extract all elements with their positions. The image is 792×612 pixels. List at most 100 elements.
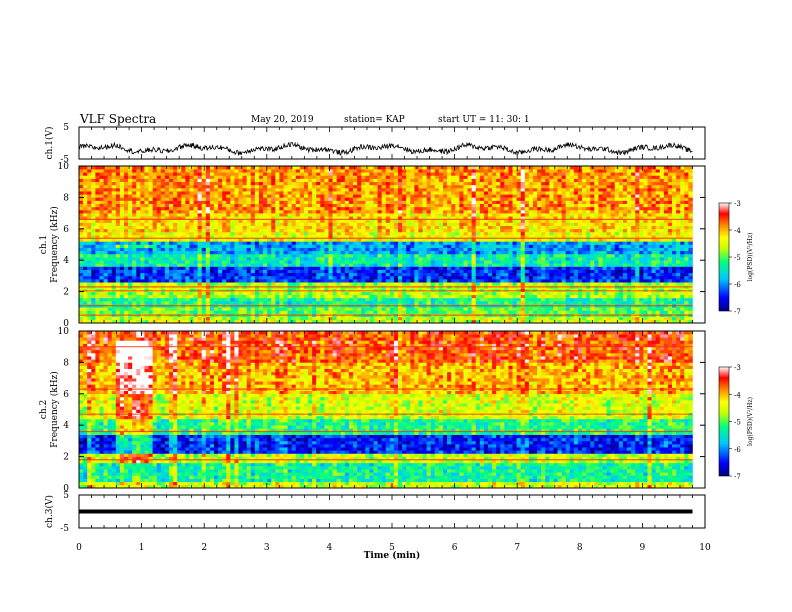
ch1-heat-cell xyxy=(177,263,182,267)
ch1-heat-cell xyxy=(230,238,235,242)
ch1-heat-cell xyxy=(573,288,579,292)
ch1-heat-cell xyxy=(173,297,178,302)
ch1-heat-cell xyxy=(377,260,382,264)
ch1-heat-cell xyxy=(573,266,579,270)
ch1-heat-cell xyxy=(299,297,305,302)
ch1-heat-cell xyxy=(156,279,162,283)
ch1-heat-cell xyxy=(189,279,194,283)
ch1-heat-cell xyxy=(205,225,211,230)
ch1-heat-cell xyxy=(140,250,145,255)
ch1-heat-cell xyxy=(590,235,595,239)
ch1-heat-cell xyxy=(500,241,505,245)
ch1-heat-cell xyxy=(463,269,468,274)
ch1-heat-cell xyxy=(156,253,162,258)
ch1-heat-cell xyxy=(393,272,399,277)
ch1-heat-cell xyxy=(173,250,178,255)
ch1-heat-cell xyxy=(336,260,342,264)
ch1-heat-cell xyxy=(79,307,84,311)
ch1-heat-cell xyxy=(398,297,403,302)
ch1-heat-cell xyxy=(136,263,141,267)
ch1-heat-cell xyxy=(267,279,272,283)
ch1-heat-cell xyxy=(635,297,640,302)
ch1-heat-cell xyxy=(377,241,382,245)
ch1-heat-cell xyxy=(475,260,481,264)
ch1-heat-cell xyxy=(95,216,100,220)
ch1-heat-cell xyxy=(238,282,243,286)
ch1-heat-cell xyxy=(516,238,522,242)
ch1-heat-cell xyxy=(553,319,558,324)
ch1-heat-cell xyxy=(659,282,665,286)
ch1-heat-cell xyxy=(471,260,477,264)
ch1-heat-cell xyxy=(627,253,632,258)
ch1-heat-cell xyxy=(226,316,231,321)
ch1-heat-cell xyxy=(263,253,268,258)
ch1-heat-cell xyxy=(631,307,636,311)
ch1-heat-cell xyxy=(115,275,121,280)
ch1-heat-cell xyxy=(148,319,153,324)
ch1-heat-cell xyxy=(128,222,133,226)
ch1-heat-cell xyxy=(573,228,579,233)
ch1-heat-cell xyxy=(434,282,440,286)
ch1-heat-cell xyxy=(201,241,207,245)
ch1-heat-cell xyxy=(655,225,661,230)
ch1-heat-cell xyxy=(222,216,227,220)
ch1-heat-cell xyxy=(418,253,423,258)
ch1-heat-cell xyxy=(83,241,88,245)
ch1-heat-cell xyxy=(467,279,472,283)
ch1-heat-cell xyxy=(520,269,526,274)
ch1-heat-cell xyxy=(222,294,227,299)
ch1-heat-cell xyxy=(381,241,387,245)
ch1-heat-cell xyxy=(218,272,223,277)
ch1-heat-cell xyxy=(553,294,558,299)
ch1-heat-cell xyxy=(332,307,337,311)
ch1-heat-cell xyxy=(545,253,550,258)
ch1-heat-cell xyxy=(218,257,223,261)
ch1-heat-cell xyxy=(312,266,317,270)
ch1-heat-cell xyxy=(598,272,603,277)
ch1-heat-cell xyxy=(561,269,566,274)
ch1-heat-cell xyxy=(107,247,113,252)
ch1-heat-cell xyxy=(128,275,133,280)
ch1-heat-cell xyxy=(377,316,382,321)
ch1-heat-cell xyxy=(680,250,685,255)
ch1-heat-cell xyxy=(324,247,329,252)
ch1-heat-cell xyxy=(565,235,571,239)
ch1-heat-cell xyxy=(406,266,411,270)
ch1-heat-cell xyxy=(205,238,211,242)
ch1-heat-cell xyxy=(312,231,317,236)
ch1-heat-cell xyxy=(496,266,501,270)
ch1-heat-cell xyxy=(324,301,329,305)
ch1-heat-cell xyxy=(324,257,329,261)
ch1-heat-cell xyxy=(438,291,444,296)
ch1-heat-cell xyxy=(672,279,677,283)
ch1-heat-cell xyxy=(267,307,272,311)
ch1-heat-cell xyxy=(594,247,599,252)
ch1-heat-cell xyxy=(140,291,145,296)
ch1-heat-cell xyxy=(471,275,477,280)
ch1-heat-cell xyxy=(185,297,190,302)
ch1-heat-cell xyxy=(684,279,689,283)
ch1-heat-cell xyxy=(602,228,607,233)
ch1-heat-cell xyxy=(606,228,611,233)
ch1-heat-cell xyxy=(213,279,219,283)
ch1-heat-cell xyxy=(618,301,624,305)
ch1-heat-cell xyxy=(610,241,616,245)
ch1-heat-cell xyxy=(218,235,223,239)
ch1-heat-cell xyxy=(205,231,211,236)
ch1-heat-cell xyxy=(197,282,202,286)
ch1-heat-cell xyxy=(639,257,644,261)
ch1-heat-cell xyxy=(336,275,342,280)
ch1-heat-cell xyxy=(622,263,628,267)
ch1-heat-cell xyxy=(467,316,472,321)
ch1-heat-cell xyxy=(398,269,403,274)
ch1-heat-cell xyxy=(426,316,432,321)
ch1-heat-cell xyxy=(365,272,370,277)
ch1-heat-cell xyxy=(83,282,88,286)
ch1-heat-cell xyxy=(353,266,358,270)
ch1-heat-cell xyxy=(492,263,497,267)
ch1-heat-cell xyxy=(87,263,92,267)
ch1-heat-cell xyxy=(263,257,268,261)
ch1-heat-cell xyxy=(651,250,656,255)
ch1-heat-cell xyxy=(381,244,387,248)
ch1-heat-cell xyxy=(688,297,693,302)
